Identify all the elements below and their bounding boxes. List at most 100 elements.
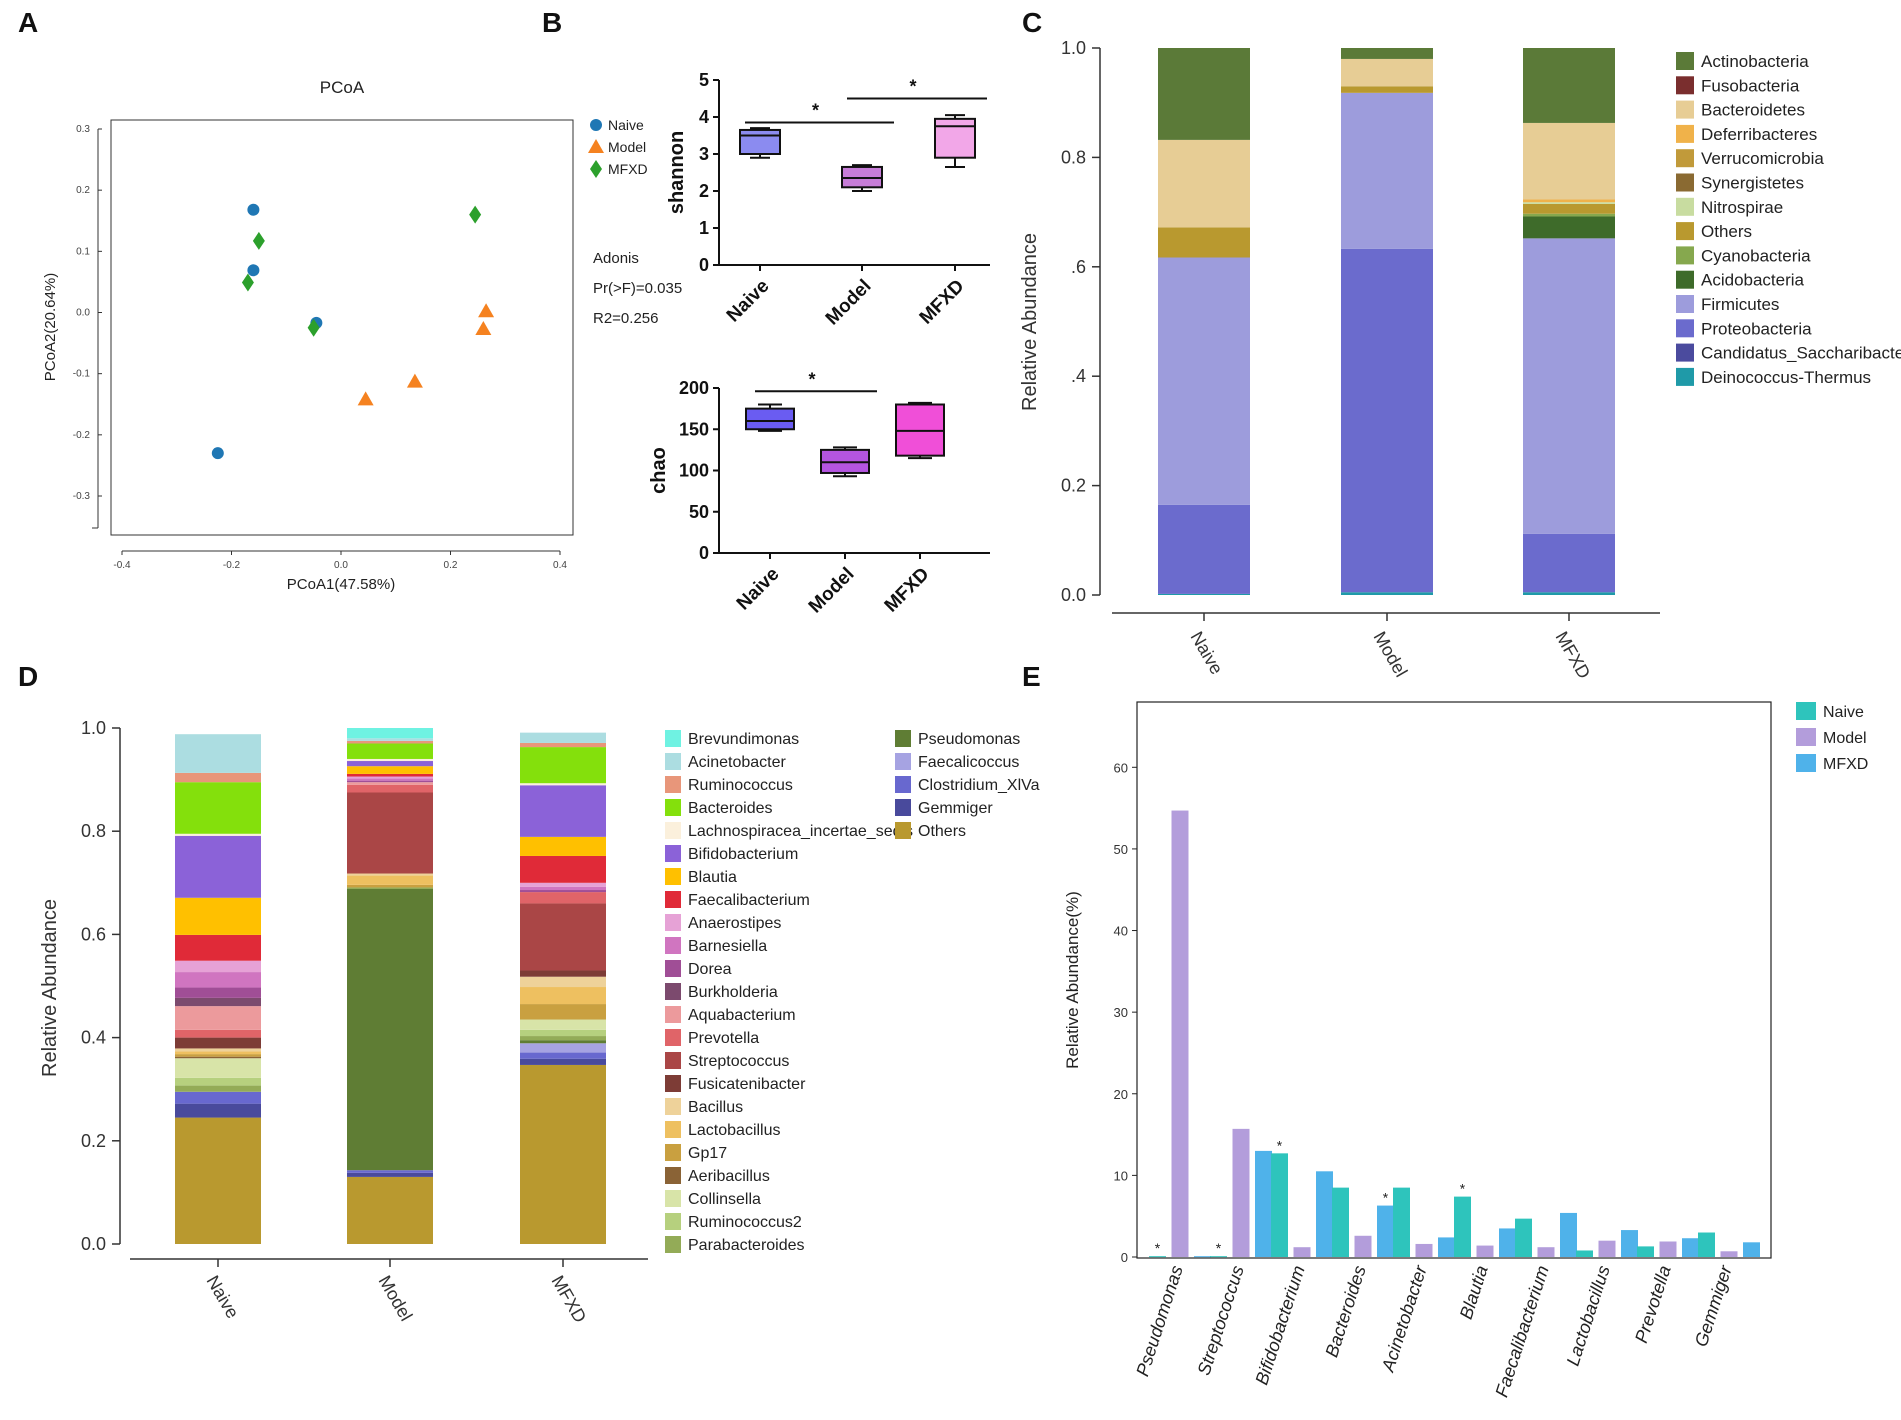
pcoa-adonis-annotation: Adonis: [593, 250, 639, 267]
phylum-legend-swatch: [1676, 367, 1694, 386]
phylum-legend-label: Candidatus_Saccharibacteria: [1701, 344, 1901, 363]
phylum-y-axis-label: Relative Abundance: [1019, 233, 1041, 411]
genus-legend-label: Acinetobacter: [688, 754, 787, 771]
pcoa-y-tick-label: -0.3: [73, 491, 91, 502]
genus-compare-bar-naive: [1332, 1187, 1349, 1257]
genus-legend-swatch: [665, 776, 681, 793]
genus-legend-label: Aeribacillus: [688, 1168, 770, 1185]
genus-legend-swatch: [665, 1075, 681, 1092]
genus-compare-significance-star: *: [1216, 1240, 1222, 1256]
pcoa-y-tick-label: 0.0: [76, 308, 90, 319]
genus-compare-x-tick-label: Pseudomonas: [1132, 1263, 1187, 1379]
genus-compare-y-axis-label: Relative Abundance(%): [1063, 891, 1082, 1069]
phylum-bar-segment-others: [1523, 203, 1615, 214]
genus-compare-bar-mfxd: [1377, 1205, 1394, 1257]
genus-legend-swatch: [895, 730, 911, 747]
phylum-bar-segment-acidobacteria: [1523, 216, 1615, 239]
genus-legend-swatch: [665, 868, 681, 885]
phylum-legend-label: Nitrospirae: [1701, 198, 1783, 217]
phylum-legend-label: Deferribacteres: [1701, 125, 1817, 144]
phylum-bar-segment-others: [1158, 227, 1250, 258]
genus-compare-bar-naive: [1637, 1246, 1654, 1257]
phylum-legend-swatch: [1676, 295, 1694, 313]
genus-legend-label: Lactobacillus: [688, 1122, 781, 1139]
genus-bar-segment-gp17: [347, 884, 433, 888]
genus-bar-segment-aeribacillus: [175, 1056, 261, 1059]
genus-bar-segment-streptococcus: [520, 903, 606, 971]
genus-y-axis-label: Relative Abundance: [39, 899, 61, 1077]
genus-bar-segment-parabacteroides: [347, 887, 433, 889]
genus-compare-legend-label: Naive: [1823, 704, 1864, 721]
shannon-x-tick-label: Model: [822, 276, 876, 330]
genus-bar-segment-anaerostipes: [520, 882, 606, 887]
phylum-legend-label: Acidobacteria: [1701, 271, 1805, 290]
chao-significance-star: *: [808, 369, 815, 389]
genus-compare-x-tick-label: Lactobacillus: [1563, 1263, 1614, 1368]
genus-legend-swatch: [665, 914, 681, 931]
pcoa-x-tick-label: 0.2: [444, 560, 458, 571]
genus-legend-swatch: [895, 799, 911, 816]
genus-bar-segment-faecalibacterium: [520, 855, 606, 883]
genus-compare-bar-naive: [1393, 1187, 1410, 1257]
shannon-significance-star: *: [909, 77, 916, 97]
genus-bar-segment-parabacteroides: [520, 1036, 606, 1041]
genus-y-tick-label: 0.6: [81, 924, 106, 944]
genus-bar-segment-bacillus: [520, 976, 606, 988]
genus-compare-y-tick-label: 50: [1114, 842, 1128, 857]
genus-bar-segment-clostridium_xlva: [520, 1052, 606, 1059]
pcoa-point-mfxd: [241, 273, 254, 292]
pcoa-point-model: [478, 303, 495, 318]
genus-bar-segment-prevotella: [347, 784, 433, 793]
genus-legend-swatch: [665, 1006, 681, 1023]
phylum-legend-label: Bacteroidetes: [1701, 101, 1805, 120]
pcoa-point-naive: [247, 264, 260, 277]
genus-bar-segment-prevotella: [175, 1029, 261, 1038]
genus-legend-swatch: [665, 937, 681, 954]
genus-bar-segment-bacillus: [175, 1048, 261, 1052]
genus-y-tick-label: 1.0: [81, 718, 106, 738]
genus-bar-segment-faecalicoccus: [520, 1043, 606, 1053]
genus-legend-swatch: [665, 1167, 681, 1184]
genus-bar-segment-bifidobacterium: [347, 761, 433, 767]
genus-bar-segment-collinsella: [520, 1019, 606, 1030]
genus-legend-label: Collinsella: [688, 1191, 761, 1208]
genus-compare-bar-naive: [1515, 1218, 1532, 1257]
genus-compare-bar-model: [1171, 810, 1189, 1257]
genus-compare-legend-swatch: [1796, 728, 1816, 746]
genus-legend-swatch: [665, 845, 681, 862]
phylum-bar-segment-proteobacteria: [1341, 248, 1433, 593]
genus-legend-swatch: [665, 1052, 681, 1069]
phylum-legend-label: Fusobacteria: [1701, 76, 1800, 95]
genus-bar-segment-bifidobacterium: [520, 785, 606, 837]
genus-legend-swatch: [665, 1213, 681, 1230]
phylum-bar-segment-firmicutes: [1158, 257, 1250, 505]
genus-bar-segment-dorea: [520, 890, 606, 893]
panel-letter-c: C: [1022, 7, 1042, 38]
genus-bar-segment-lactobacillus: [175, 1051, 261, 1055]
phylum-bar-segment-firmicutes: [1523, 238, 1615, 534]
genus-compare-x-tick-label: Blautia: [1456, 1263, 1492, 1322]
genus-compare-bar-naive: [1698, 1232, 1715, 1257]
chao-y-tick-label: 0: [699, 543, 709, 563]
genus-compare-bar-mfxd: [1621, 1230, 1638, 1257]
genus-compare-bar-naive: [1271, 1153, 1288, 1257]
genus-x-tick-label: MFXD: [548, 1272, 591, 1326]
genus-compare-bar-mfxd: [1560, 1212, 1577, 1257]
phylum-legend-label: Proteobacteria: [1701, 319, 1812, 338]
genus-compare-bar-model: [1415, 1243, 1433, 1257]
phylum-legend-swatch: [1676, 343, 1694, 362]
genus-bar-segment-others: [347, 1176, 433, 1244]
chao-box-naive: [745, 407, 795, 431]
pcoa-point-mfxd: [252, 231, 265, 250]
phylum-y-tick-label: 0.8: [1061, 147, 1086, 167]
chao-y-axis-label: chao: [648, 447, 670, 494]
shannon-y-tick-label: 4: [699, 107, 709, 127]
genus-bar-segment-others: [175, 1117, 261, 1244]
genus-bar-segment-aquabacterium: [175, 1006, 261, 1030]
phylum-bar-segment-bacteroidetes: [1523, 122, 1615, 200]
genus-legend-label: Faecalicoccus: [918, 754, 1019, 771]
genus-compare-y-tick-label: 20: [1114, 1087, 1128, 1102]
genus-legend-label: Prevotella: [688, 1030, 759, 1047]
phylum-bar-segment-proteobacteria: [1158, 504, 1250, 594]
phylum-y-tick-label: 1.0: [1061, 38, 1086, 58]
